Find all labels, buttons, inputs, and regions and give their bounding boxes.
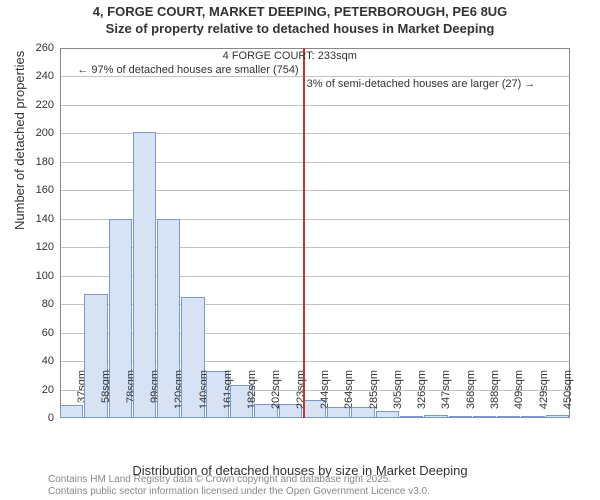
y-tick-label: 40 xyxy=(24,355,54,367)
y-tick-label: 100 xyxy=(24,270,54,282)
x-tick-label: 368sqm xyxy=(465,370,477,420)
x-tick-label: 409sqm xyxy=(513,370,525,420)
y-tick-label: 180 xyxy=(24,156,54,168)
y-tick-label: 260 xyxy=(24,42,54,54)
x-tick-label: 388sqm xyxy=(489,370,501,420)
x-tick-label: 347sqm xyxy=(440,370,452,420)
highlight-line xyxy=(303,48,305,418)
x-tick-label: 326sqm xyxy=(416,370,428,420)
footnote-line-1: Contains HM Land Registry data © Crown c… xyxy=(48,474,430,486)
y-tick-label: 220 xyxy=(24,99,54,111)
y-tick-label: 60 xyxy=(24,327,54,339)
y-tick-label: 120 xyxy=(24,241,54,253)
footnote-line-2: Contains public sector information licen… xyxy=(48,486,430,498)
x-tick-label: 450sqm xyxy=(562,370,574,420)
chart-title: 4, FORGE COURT, MARKET DEEPING, PETERBOR… xyxy=(0,0,600,38)
highlight-label-left: ← 97% of detached houses are smaller (75… xyxy=(77,64,298,76)
y-tick-label: 200 xyxy=(24,127,54,139)
y-tick-label: 240 xyxy=(24,70,54,82)
y-tick-label: 140 xyxy=(24,213,54,225)
y-tick-label: 160 xyxy=(24,184,54,196)
title-line-1: 4, FORGE COURT, MARKET DEEPING, PETERBOR… xyxy=(0,4,600,21)
highlight-label-right: 3% of semi-detached houses are larger (2… xyxy=(307,78,536,90)
gridline xyxy=(60,105,570,106)
title-line-2: Size of property relative to detached ho… xyxy=(0,21,600,38)
x-tick-label: 429sqm xyxy=(538,370,550,420)
x-tick-label: 305sqm xyxy=(392,370,404,420)
y-tick-label: 80 xyxy=(24,298,54,310)
y-tick-label: 0 xyxy=(24,412,54,424)
y-tick-label: 20 xyxy=(24,384,54,396)
chart-plot-area: 02040608010012014016018020022024026037sq… xyxy=(60,48,570,418)
highlight-label-top: 4 FORGE COURT: 233sqm xyxy=(223,50,357,62)
footnote: Contains HM Land Registry data © Crown c… xyxy=(48,474,430,498)
